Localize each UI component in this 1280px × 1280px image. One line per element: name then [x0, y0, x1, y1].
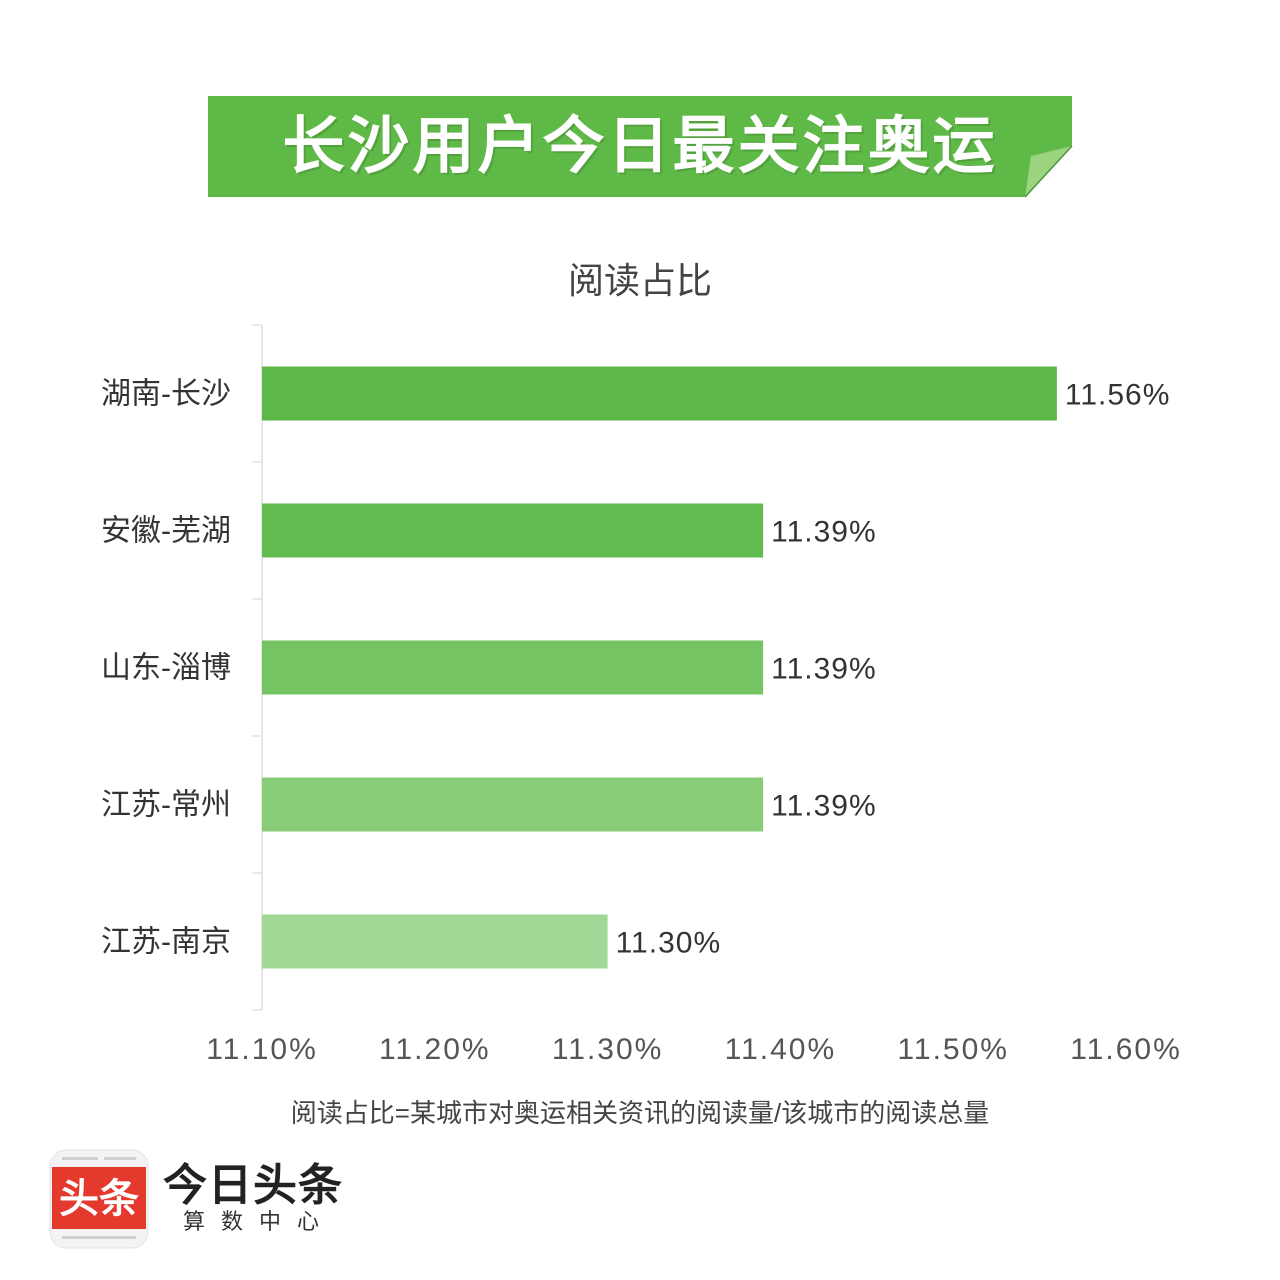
bar: [262, 503, 764, 558]
value-label: 11.39%: [771, 516, 877, 549]
x-tick-label: 11.40%: [725, 1033, 837, 1066]
x-tick-label: 11.50%: [897, 1033, 1009, 1066]
x-tick-label: 11.60%: [1070, 1033, 1182, 1066]
value-label: 11.39%: [771, 790, 877, 823]
category-label: 江苏-常州: [101, 789, 231, 822]
bar: [262, 914, 608, 969]
brand-tagline: 算数中心: [183, 1209, 336, 1234]
value-label: 11.56%: [1065, 379, 1171, 412]
chart-footnote: 阅读占比=某城市对奥运相关资讯的阅读量/该城市的阅读总量: [290, 1098, 990, 1128]
logo-icon-red-band: [52, 1167, 146, 1229]
value-label: 11.39%: [771, 653, 877, 686]
x-tick-label: 11.20%: [379, 1033, 491, 1066]
brand-name: 今日头条: [163, 1161, 343, 1210]
toutiao-logo-icon: 头条: [49, 1149, 149, 1249]
logo-icon-text: 头条: [59, 1177, 139, 1221]
x-tick-label: 11.10%: [206, 1033, 318, 1066]
value-label: 11.30%: [616, 927, 722, 960]
banner-fold-crease: [1024, 145, 1073, 198]
bar: [262, 640, 764, 695]
category-label: 安徽-芜湖: [101, 515, 231, 548]
category-label: 山东-淄博: [101, 652, 231, 685]
banner-title: 长沙用户今日最关注奥运: [282, 112, 998, 181]
logo-icon-line: [104, 1157, 136, 1160]
bar: [262, 366, 1057, 421]
category-label: 湖南-长沙: [101, 378, 231, 411]
logo-icon-line: [62, 1236, 136, 1239]
logo-icon-line: [62, 1157, 98, 1160]
x-tick-label: 11.30%: [552, 1033, 664, 1066]
chart-title: 阅读占比: [567, 260, 712, 301]
banner-background: [208, 96, 1072, 197]
category-label: 江苏-南京: [101, 926, 231, 959]
bar: [262, 777, 764, 832]
